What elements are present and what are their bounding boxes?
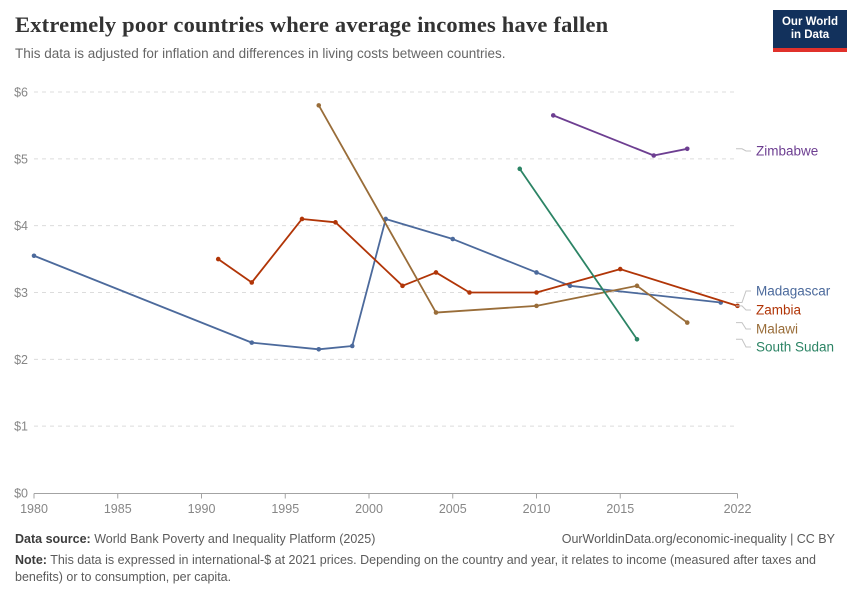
series-label-zambia[interactable]: Zambia <box>756 303 802 318</box>
owid-logo: Our World in Data <box>773 10 847 52</box>
series-point-south-sudan[interactable] <box>634 336 640 342</box>
y-axis-tick-label: $6 <box>14 86 28 100</box>
series-point-malawi[interactable] <box>316 103 322 108</box>
x-axis-tick-label: 1985 <box>104 502 132 516</box>
label-connector-zambia <box>736 305 751 311</box>
series-point-zambia[interactable] <box>617 266 623 272</box>
x-axis-tick-label: 2015 <box>606 502 634 516</box>
series-point-madagascar[interactable] <box>316 347 322 352</box>
series-point-zambia[interactable] <box>299 216 305 222</box>
y-axis-tick-label: $1 <box>14 420 28 434</box>
owid-logo-line2: in Data <box>790 29 830 41</box>
series-point-zimbabwe[interactable] <box>651 153 657 158</box>
series-point-zambia[interactable] <box>534 290 539 295</box>
series-point-madagascar[interactable] <box>534 270 539 275</box>
page-title: Extremely poor countries where average i… <box>15 12 609 37</box>
series-label-malawi[interactable]: Malawi <box>756 322 798 337</box>
series-point-zimbabwe[interactable] <box>550 113 556 118</box>
page-subtitle: This data is adjusted for inflation and … <box>15 46 506 61</box>
x-axis-tick-label: 2022 <box>724 502 752 516</box>
series-point-zambia[interactable] <box>433 270 439 275</box>
series-point-madagascar[interactable] <box>349 343 355 349</box>
series-point-zimbabwe[interactable] <box>684 146 690 152</box>
label-connector-malawi <box>736 322 751 330</box>
y-axis-tick-label: $4 <box>14 219 28 233</box>
owid-url-link[interactable]: OurWorldinData.org/economic-inequality |… <box>561 532 835 546</box>
series-point-madagascar[interactable] <box>31 253 37 259</box>
line-chart: $0 $1 $2 $3 $4 $5 $6 1980 1985 1990 1995 2000 2005 20… <box>14 86 834 517</box>
series-line-zambia[interactable] <box>217 218 739 307</box>
series-label-madagascar[interactable]: Madagascar <box>756 284 831 299</box>
series-point-zambia[interactable] <box>215 256 221 262</box>
series-point-madagascar[interactable] <box>249 340 255 345</box>
series-point-malawi[interactable] <box>634 283 640 289</box>
series-point-zambia[interactable] <box>400 283 405 289</box>
label-connector-south-sudan <box>736 338 751 348</box>
data-source: Data source: World Bank Poverty and Ineq… <box>15 532 375 546</box>
note-label: Note: <box>15 553 47 567</box>
series-line-madagascar[interactable] <box>33 218 722 351</box>
y-axis-tick-label: $5 <box>14 152 28 166</box>
owid-logo-line1: Our World <box>781 16 838 28</box>
series-line-zimbabwe[interactable] <box>552 114 689 157</box>
label-connector-zimbabwe <box>736 148 751 152</box>
series-point-malawi[interactable] <box>433 310 439 315</box>
series-point-malawi[interactable] <box>684 320 690 325</box>
chart-footer: Data source: World Bank Poverty and Ineq… <box>15 532 835 586</box>
series-line-malawi[interactable] <box>317 104 689 324</box>
series-point-south-sudan[interactable] <box>517 166 523 172</box>
x-axis-tick-label: 1995 <box>271 502 299 516</box>
note-text: This data is expressed in international-… <box>15 553 816 584</box>
series-point-zambia[interactable] <box>333 220 338 225</box>
series-point-malawi[interactable] <box>534 303 539 309</box>
series-point-zambia[interactable] <box>467 290 472 295</box>
series-label-zimbabwe[interactable]: Zimbabwe <box>756 144 818 159</box>
series-point-zambia[interactable] <box>249 280 255 285</box>
series-line-south-sudan[interactable] <box>518 167 638 341</box>
data-source-text: World Bank Poverty and Inequality Platfo… <box>94 532 376 546</box>
chart-header: Extremely poor countries where average i… <box>15 12 760 61</box>
y-axis-tick-label: $2 <box>14 353 28 367</box>
data-source-label: Data source: <box>15 532 91 546</box>
label-connector-madagascar <box>736 290 751 304</box>
y-axis-tick-label: $0 <box>14 487 28 501</box>
x-axis-tick-label: 2005 <box>439 502 467 516</box>
series-label-south-sudan[interactable]: South Sudan <box>756 340 834 355</box>
series-point-madagascar[interactable] <box>450 236 456 242</box>
x-axis-tick-label: 1990 <box>188 502 216 516</box>
x-axis-tick-label: 1980 <box>20 502 48 516</box>
series-point-madagascar[interactable] <box>567 283 573 289</box>
y-axis-tick-label: $3 <box>14 286 28 300</box>
x-axis-tick-label: 2000 <box>355 502 383 516</box>
x-axis-tick-label: 2010 <box>523 502 551 516</box>
